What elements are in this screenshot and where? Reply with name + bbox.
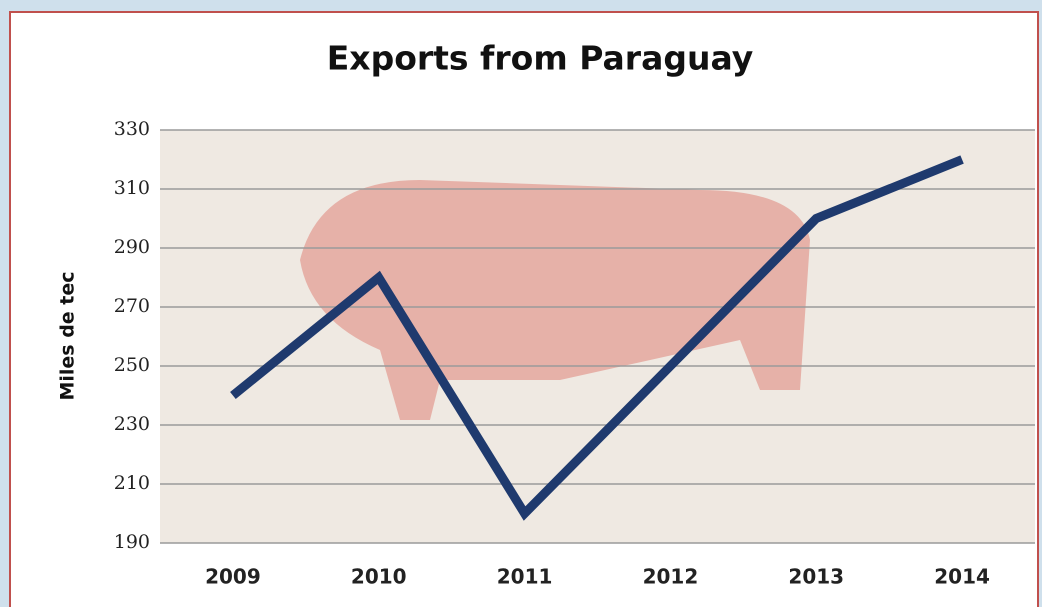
y-tick-label: 230 [114,413,150,435]
x-tick-label: 2014 [934,565,990,589]
y-axis-label: Miles de tec [57,271,79,400]
y-tick-label: 250 [114,354,150,376]
y-tick-label: 270 [114,295,150,317]
y-tick-label: 210 [114,472,150,494]
x-tick-label: 2013 [788,565,844,589]
y-tick-label: 310 [114,177,150,199]
x-tick-label: 2011 [497,565,553,589]
chart-title: Exports from Paraguay [327,39,753,78]
y-tick-label: 330 [114,118,150,140]
y-tick-label: 190 [114,531,150,553]
y-tick-label: 290 [114,236,150,258]
x-tick-label: 2012 [643,565,699,589]
x-tick-label: 2010 [351,565,407,589]
x-tick-label: 2009 [205,565,261,589]
line-series [230,155,964,521]
